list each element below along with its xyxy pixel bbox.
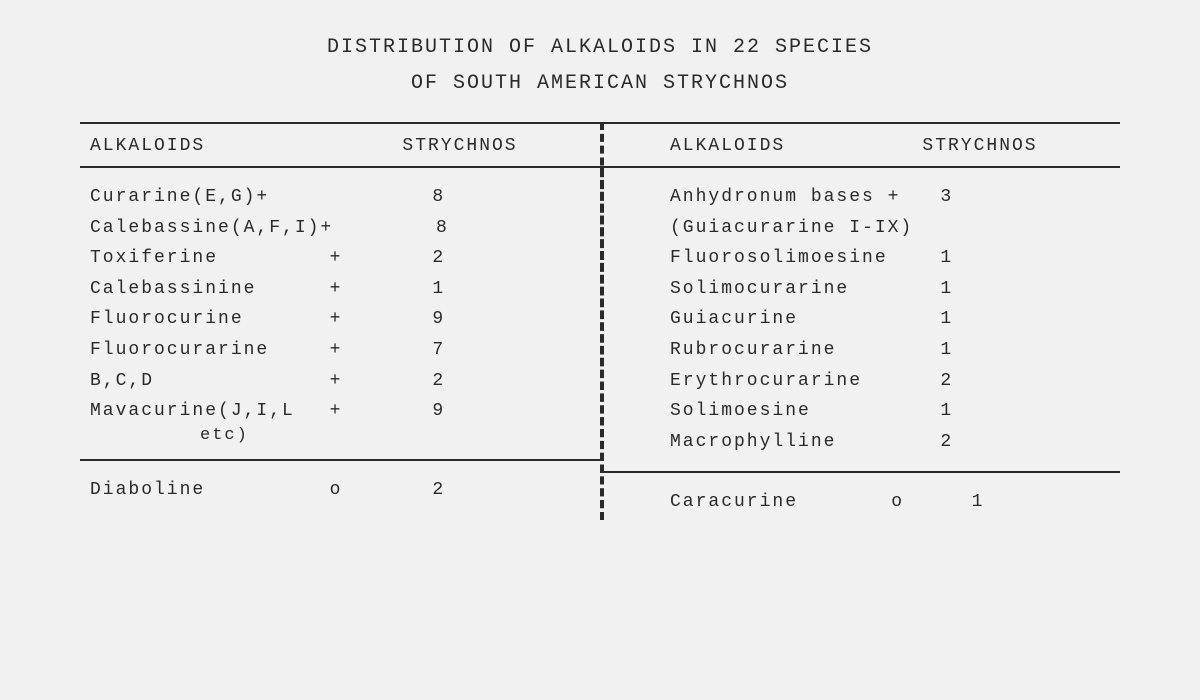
- left-upper: Curarine(E,G)+8 Calebassine(A,F,I)+8 Tox…: [80, 168, 600, 459]
- title: DISTRIBUTION OF ALKALOIDS IN 22 SPECIES …: [80, 30, 1120, 102]
- table-row: Mavacurine(J,I,L+9: [80, 396, 600, 427]
- body-left: Curarine(E,G)+8 Calebassine(A,F,I)+8 Tox…: [80, 168, 600, 520]
- table-row: Rubrocurarine1: [600, 335, 1120, 366]
- right-upper: Anhydronum bases +3 (Guiacurarine I-IX) …: [600, 168, 1120, 471]
- table-row: Macrophylline2: [600, 427, 1120, 458]
- right-lower: Caracurineo1: [600, 473, 1120, 520]
- header-alkaloids-left: ALKALOIDS: [80, 136, 402, 156]
- title-line-2: OF SOUTH AMERICAN STRYCHNOS: [80, 66, 1120, 102]
- table-row: Calebassinine+1: [80, 274, 600, 305]
- title-line-1: DISTRIBUTION OF ALKALOIDS IN 22 SPECIES: [80, 30, 1120, 66]
- table-row: Guiacurine1: [600, 304, 1120, 335]
- body-right: Anhydronum bases +3 (Guiacurarine I-IX) …: [600, 168, 1120, 520]
- header-right: ALKALOIDS STRYCHNOS: [600, 124, 1120, 166]
- header-left: ALKALOIDS STRYCHNOS: [80, 124, 600, 166]
- subline: etc): [80, 427, 600, 446]
- table-row: B,C,D+2: [80, 366, 600, 397]
- header-columns: ALKALOIDS STRYCHNOS ALKALOIDS STRYCHNOS: [80, 124, 1120, 166]
- table-row: Fluorocurine+9: [80, 304, 600, 335]
- table-row: Diabolineo2: [80, 475, 600, 506]
- table-row: Fluorosolimoesine1: [600, 243, 1120, 274]
- header-strychnos-right: STRYCHNOS: [922, 136, 1120, 156]
- table-row: Toxiferine+2: [80, 243, 600, 274]
- table-row: Caracurineo1: [600, 487, 1120, 518]
- header-strychnos-left: STRYCHNOS: [402, 136, 600, 156]
- table-row: Fluorocurarine+7: [80, 335, 600, 366]
- table-row: Anhydronum bases +3: [600, 182, 1120, 213]
- table-row: Calebassine(A,F,I)+8: [80, 213, 600, 244]
- body-columns: Curarine(E,G)+8 Calebassine(A,F,I)+8 Tox…: [80, 168, 1120, 520]
- header-alkaloids-right: ALKALOIDS: [600, 136, 922, 156]
- table-row: Solimoesine1: [600, 396, 1120, 427]
- left-lower: Diabolineo2: [80, 461, 600, 508]
- divider-body: [600, 168, 604, 520]
- table-row: Erythrocurarine2: [600, 366, 1120, 397]
- table-row: Solimocurarine1: [600, 274, 1120, 305]
- table-row: (Guiacurarine I-IX): [600, 213, 1120, 244]
- table-row: Curarine(E,G)+8: [80, 182, 600, 213]
- table: ALKALOIDS STRYCHNOS ALKALOIDS STRYCHNOS …: [80, 122, 1120, 520]
